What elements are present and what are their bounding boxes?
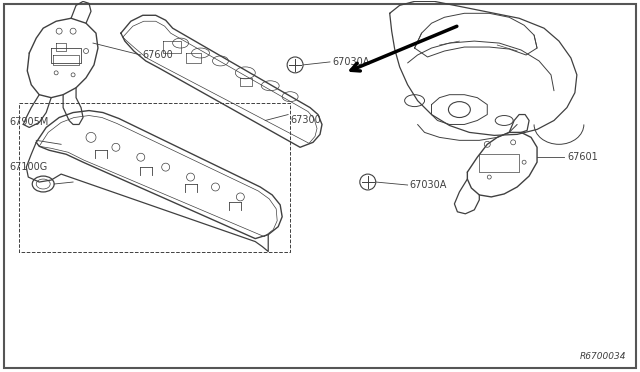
Text: 67100G: 67100G	[10, 162, 47, 172]
Text: R6700034: R6700034	[580, 352, 627, 361]
Text: 67030A: 67030A	[332, 57, 369, 67]
Text: 67300: 67300	[290, 115, 321, 125]
Text: 67030A: 67030A	[410, 180, 447, 190]
Text: 67601: 67601	[567, 152, 598, 162]
Text: 67600: 67600	[143, 50, 173, 60]
Text: 67905M: 67905M	[10, 118, 49, 128]
